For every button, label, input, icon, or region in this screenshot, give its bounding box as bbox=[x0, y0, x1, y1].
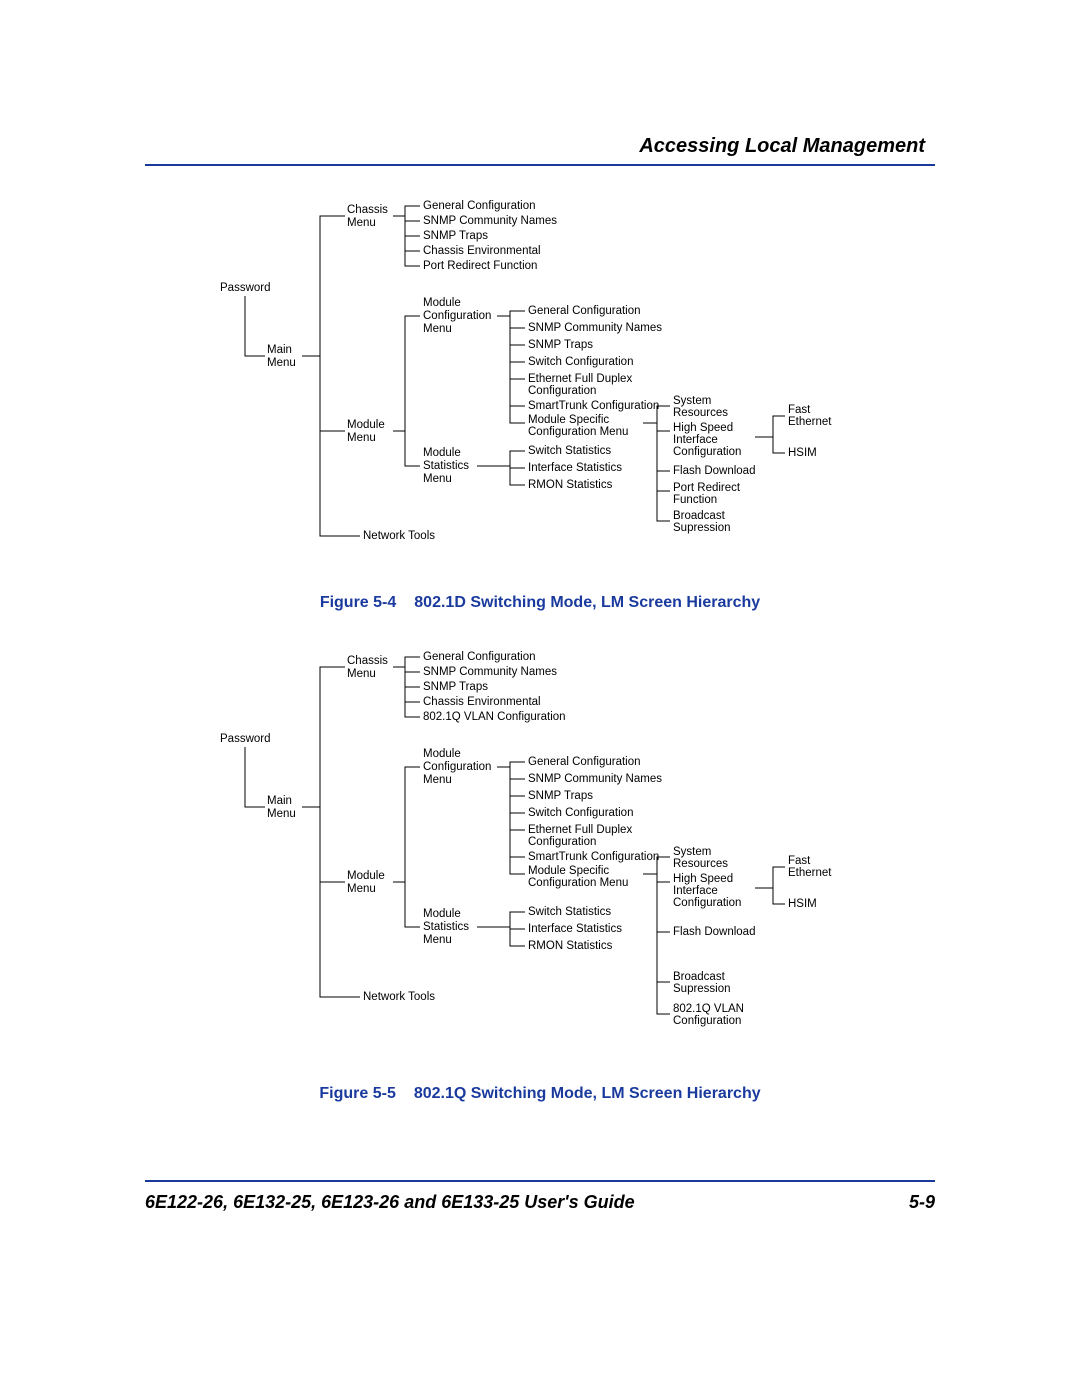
svg-text:Ethernet: Ethernet bbox=[788, 867, 832, 879]
svg-text:Menu: Menu bbox=[267, 808, 296, 820]
svg-text:SNMP Traps: SNMP Traps bbox=[423, 230, 488, 242]
svg-text:802.1Q VLAN Configuration: 802.1Q VLAN Configuration bbox=[423, 711, 566, 723]
svg-text:Broadcast: Broadcast bbox=[673, 510, 726, 522]
svg-text:Configuration: Configuration bbox=[423, 761, 491, 773]
svg-text:High Speed: High Speed bbox=[673, 873, 733, 885]
page-footer: 6E122-26, 6E132-25, 6E123-26 and 6E133-2… bbox=[145, 1180, 935, 1213]
svg-text:SmartTrunk Configuration: SmartTrunk Configuration bbox=[528, 400, 659, 412]
svg-text:Interface: Interface bbox=[673, 885, 718, 897]
figure-5-4-tree: Password Main Menu Chassis Menu General … bbox=[145, 191, 935, 612]
svg-text:Configuration Menu: Configuration Menu bbox=[528, 877, 628, 889]
svg-text:Statistics: Statistics bbox=[423, 921, 469, 933]
svg-text:SNMP Community Names: SNMP Community Names bbox=[528, 773, 662, 785]
svg-text:Module Specific: Module Specific bbox=[528, 865, 609, 877]
svg-text:SNMP Community Names: SNMP Community Names bbox=[423, 666, 557, 678]
svg-text:Main: Main bbox=[267, 795, 292, 807]
svg-text:SNMP Community Names: SNMP Community Names bbox=[528, 322, 662, 334]
svg-text:RMON Statistics: RMON Statistics bbox=[528, 940, 613, 952]
document-page: Accessing Local Management bbox=[145, 135, 935, 1133]
svg-text:General Configuration: General Configuration bbox=[528, 305, 641, 317]
svg-text:Configuration: Configuration bbox=[673, 897, 741, 909]
svg-text:SmartTrunk Configuration: SmartTrunk Configuration bbox=[528, 851, 659, 863]
svg-text:Ethernet Full Duplex: Ethernet Full Duplex bbox=[528, 373, 632, 385]
svg-text:Switch Configuration: Switch Configuration bbox=[528, 807, 633, 819]
svg-text:Flash Download: Flash Download bbox=[673, 465, 755, 477]
svg-text:HSIM: HSIM bbox=[788, 447, 817, 459]
svg-text:Menu: Menu bbox=[267, 357, 296, 369]
footer-page-number: 5-9 bbox=[909, 1192, 935, 1213]
svg-text:Interface Statistics: Interface Statistics bbox=[528, 923, 622, 935]
svg-text:Chassis Environmental: Chassis Environmental bbox=[423, 696, 541, 708]
svg-text:Module Specific: Module Specific bbox=[528, 414, 609, 426]
svg-text:SNMP Traps: SNMP Traps bbox=[528, 790, 593, 802]
svg-text:RMON Statistics: RMON Statistics bbox=[528, 479, 613, 491]
node-password: Password bbox=[220, 282, 271, 294]
svg-text:Module: Module bbox=[423, 748, 461, 760]
svg-text:General Configuration: General Configuration bbox=[423, 200, 536, 212]
svg-text:Menu: Menu bbox=[423, 934, 452, 946]
svg-text:Chassis Environmental: Chassis Environmental bbox=[423, 245, 541, 257]
svg-text:Configuration: Configuration bbox=[673, 1015, 741, 1027]
svg-text:Configuration Menu: Configuration Menu bbox=[528, 426, 628, 438]
figure-5-5-caption: Figure 5-5802.1Q Switching Mode, LM Scre… bbox=[145, 1085, 935, 1103]
svg-text:Menu: Menu bbox=[423, 774, 452, 786]
svg-text:General Configuration: General Configuration bbox=[423, 651, 536, 663]
svg-text:Switch Configuration: Switch Configuration bbox=[528, 356, 633, 368]
svg-text:Switch Statistics: Switch Statistics bbox=[528, 906, 611, 918]
svg-text:Fast: Fast bbox=[788, 404, 811, 416]
svg-text:Interface Statistics: Interface Statistics bbox=[528, 462, 622, 474]
svg-text:High Speed: High Speed bbox=[673, 422, 733, 434]
svg-text:Menu: Menu bbox=[423, 323, 452, 335]
svg-text:Fast: Fast bbox=[788, 855, 811, 867]
svg-text:Module: Module bbox=[347, 870, 385, 882]
svg-text:Menu: Menu bbox=[347, 217, 376, 229]
svg-text:Menu: Menu bbox=[347, 432, 376, 444]
svg-text:Resources: Resources bbox=[673, 858, 728, 870]
svg-text:System: System bbox=[673, 395, 711, 407]
figure-5-5-tree: Password Main Menu Chassis Menu General … bbox=[145, 642, 935, 1103]
svg-text:Module: Module bbox=[347, 419, 385, 431]
svg-text:Configuration: Configuration bbox=[528, 836, 596, 848]
figure-5-4-caption: Figure 5-4802.1D Switching Mode, LM Scre… bbox=[145, 594, 935, 612]
svg-text:Password: Password bbox=[220, 733, 271, 745]
svg-text:Module: Module bbox=[423, 447, 461, 459]
svg-text:Module: Module bbox=[423, 297, 461, 309]
svg-text:System: System bbox=[673, 846, 711, 858]
svg-text:Module: Module bbox=[423, 908, 461, 920]
svg-text:802.1Q VLAN: 802.1Q VLAN bbox=[673, 1003, 744, 1015]
svg-text:Supression: Supression bbox=[673, 983, 731, 995]
svg-text:Menu: Menu bbox=[347, 668, 376, 680]
svg-text:Network Tools: Network Tools bbox=[363, 991, 435, 1003]
svg-text:Port Redirect Function: Port Redirect Function bbox=[423, 260, 537, 272]
svg-text:Flash Download: Flash Download bbox=[673, 926, 755, 938]
svg-text:Statistics: Statistics bbox=[423, 460, 469, 472]
section-header: Accessing Local Management bbox=[145, 135, 935, 166]
svg-text:Menu: Menu bbox=[423, 473, 452, 485]
svg-text:SNMP Traps: SNMP Traps bbox=[423, 681, 488, 693]
svg-text:HSIM: HSIM bbox=[788, 898, 817, 910]
svg-text:SNMP Traps: SNMP Traps bbox=[528, 339, 593, 351]
footer-guide-title: 6E122-26, 6E132-25, 6E123-26 and 6E133-2… bbox=[145, 1192, 635, 1213]
svg-text:Network Tools: Network Tools bbox=[363, 530, 435, 542]
svg-text:Switch Statistics: Switch Statistics bbox=[528, 445, 611, 457]
svg-text:Configuration: Configuration bbox=[423, 310, 491, 322]
svg-text:Menu: Menu bbox=[347, 883, 376, 895]
svg-text:General Configuration: General Configuration bbox=[528, 756, 641, 768]
svg-text:Function: Function bbox=[673, 494, 717, 506]
svg-text:Ethernet: Ethernet bbox=[788, 416, 832, 428]
svg-text:Interface: Interface bbox=[673, 434, 718, 446]
svg-text:Ethernet Full Duplex: Ethernet Full Duplex bbox=[528, 824, 632, 836]
svg-text:Configuration: Configuration bbox=[528, 385, 596, 397]
svg-text:Resources: Resources bbox=[673, 407, 728, 419]
svg-text:Supression: Supression bbox=[673, 522, 731, 534]
svg-text:SNMP Community Names: SNMP Community Names bbox=[423, 215, 557, 227]
svg-text:Configuration: Configuration bbox=[673, 446, 741, 458]
svg-text:Chassis: Chassis bbox=[347, 204, 388, 216]
node-main-menu: Main bbox=[267, 344, 292, 356]
svg-text:Broadcast: Broadcast bbox=[673, 971, 726, 983]
svg-text:Chassis: Chassis bbox=[347, 655, 388, 667]
svg-text:Port Redirect: Port Redirect bbox=[673, 482, 741, 494]
